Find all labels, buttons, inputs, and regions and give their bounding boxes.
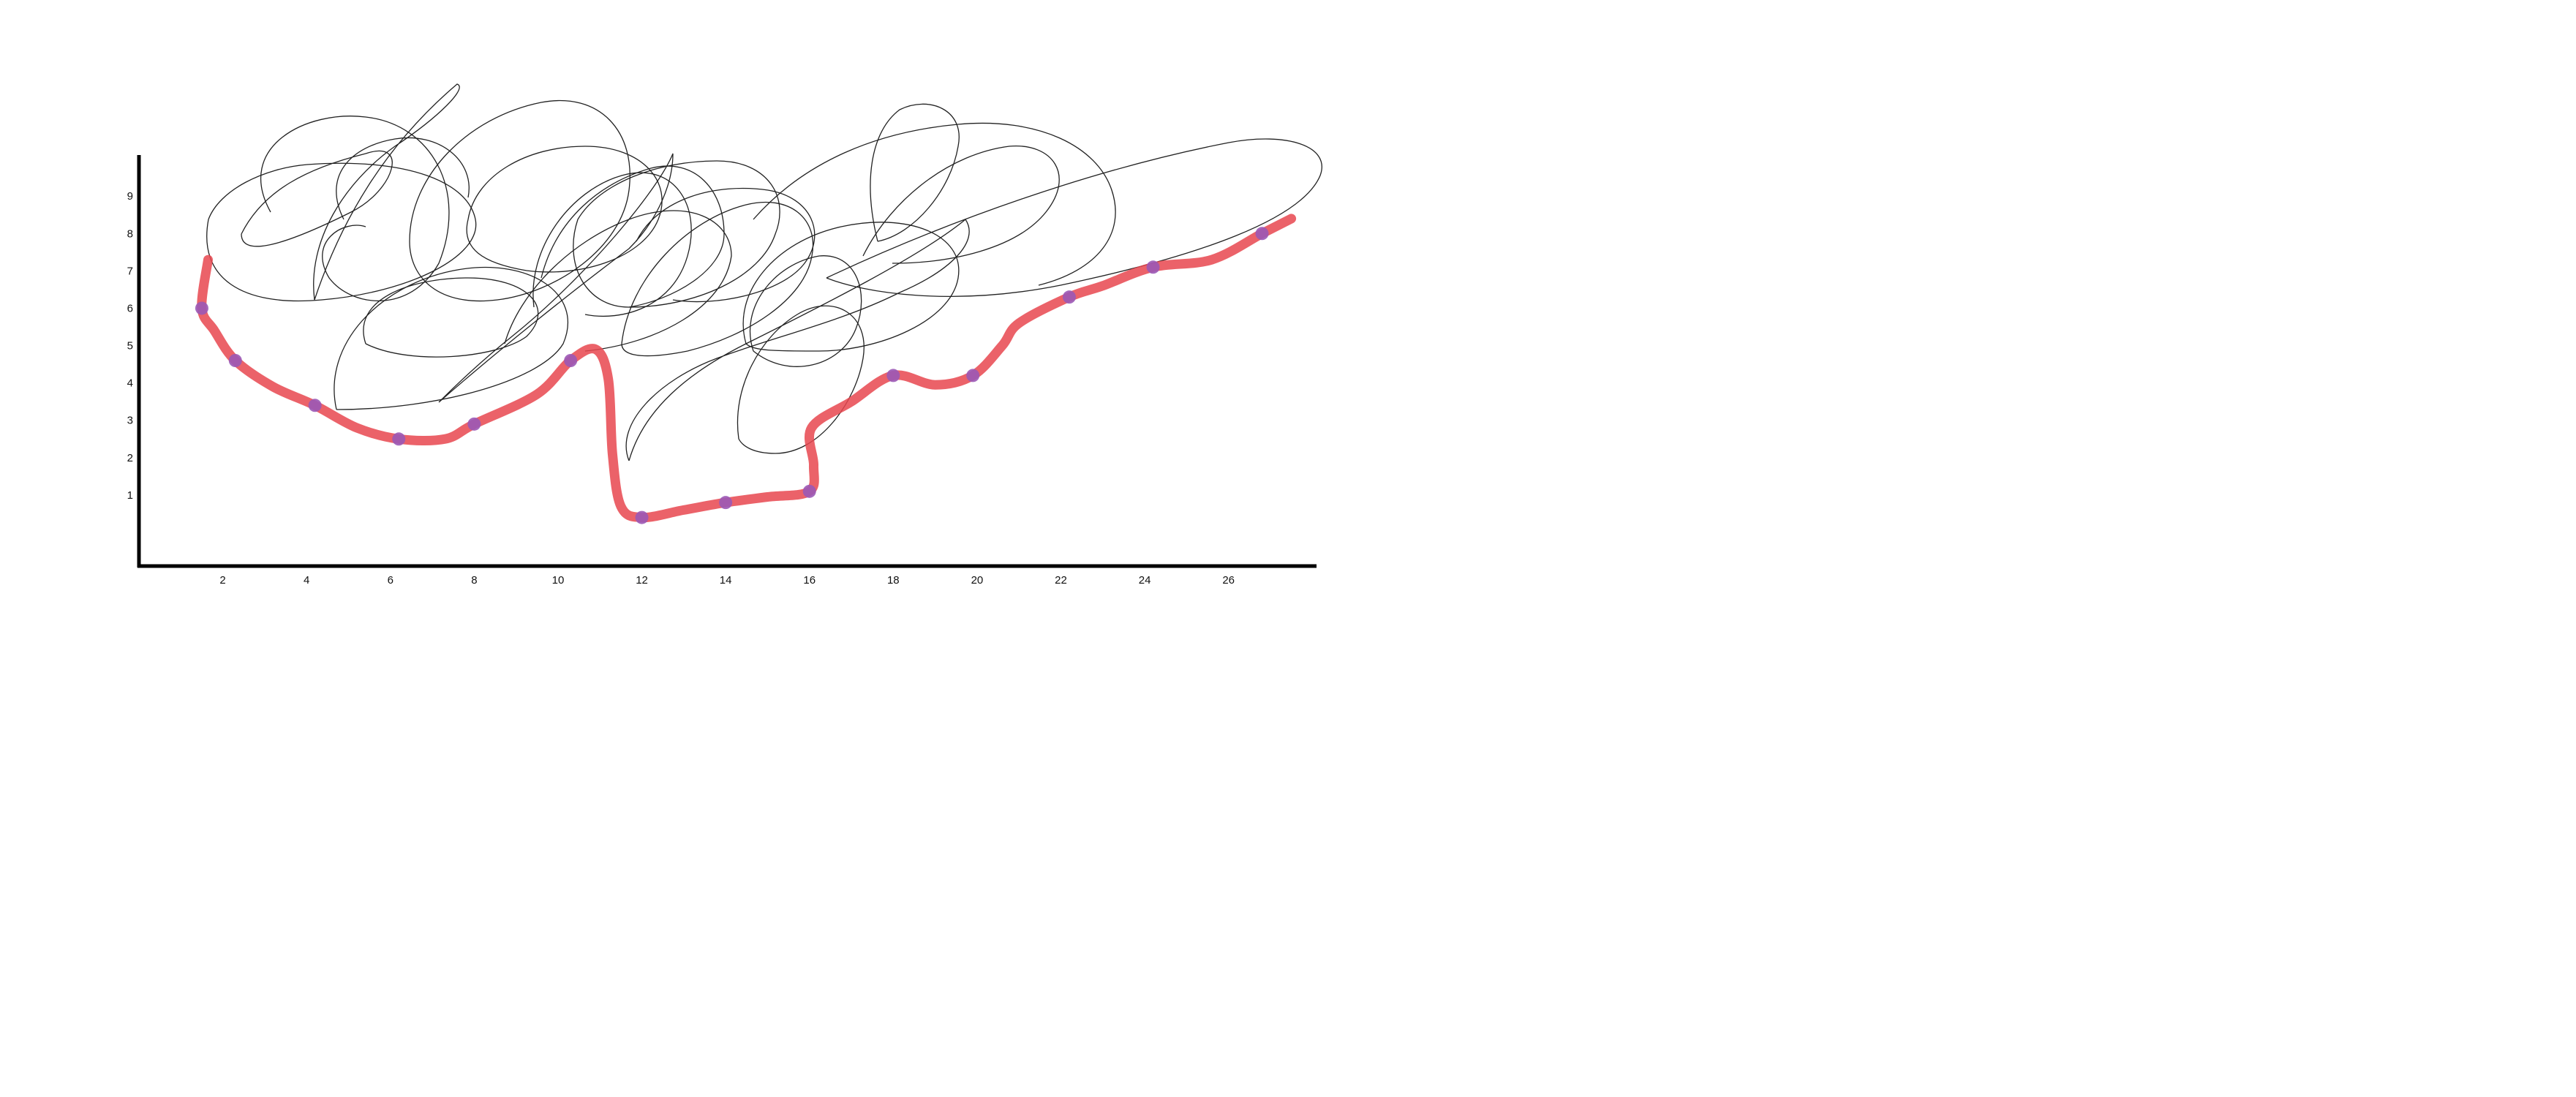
scribble-stroke: [742, 222, 960, 352]
y-tick-label: 2: [127, 452, 133, 464]
x-tick-label: 12: [636, 574, 648, 587]
x-tick-label: 26: [1222, 574, 1235, 587]
x-tick-label: 16: [803, 574, 816, 587]
y-tick-label: 4: [127, 377, 133, 390]
background-scribbles: [206, 83, 1322, 461]
data-point: [195, 301, 208, 315]
data-point: [802, 484, 816, 498]
series-points: [195, 227, 1269, 524]
data-point: [635, 510, 649, 524]
x-tick-label: 18: [887, 574, 900, 587]
scribble-stroke: [241, 150, 393, 247]
x-tick-label: 6: [388, 574, 393, 587]
data-point: [719, 496, 733, 510]
y-tick-label: 7: [127, 265, 133, 277]
data-point: [886, 369, 900, 382]
data-point: [308, 399, 322, 412]
data-point: [1062, 290, 1076, 304]
scribble-stroke: [504, 210, 732, 352]
scribble-stroke: [409, 99, 630, 302]
data-point: [564, 354, 578, 367]
scribble-stroke: [749, 255, 862, 367]
x-tick-label: 20: [971, 574, 984, 587]
data-point: [392, 432, 406, 446]
scribble-stroke: [621, 201, 814, 357]
scribble-stroke: [466, 146, 663, 273]
x-tick-label: 10: [552, 574, 565, 587]
x-tick-label: 2: [219, 574, 225, 587]
scribble-stroke: [636, 187, 816, 303]
x-tick-label: 24: [1139, 574, 1151, 587]
y-tick-label: 8: [127, 227, 133, 240]
scribble-stroke: [206, 162, 477, 302]
data-point: [1146, 260, 1160, 274]
x-tick-label: 4: [304, 574, 309, 587]
scribble-stroke: [541, 165, 725, 308]
scribble-stroke: [532, 172, 692, 317]
series-lines: [197, 214, 1297, 523]
y-tick-label: 3: [127, 415, 133, 427]
data-point: [1255, 227, 1269, 241]
series-line: [197, 214, 1297, 523]
scribble-stroke: [336, 137, 470, 220]
x-tick-label: 8: [471, 574, 477, 587]
scribble-stroke: [313, 83, 460, 301]
x-tick-labels: 2 4 6 8 10 12 14 16 18 20 22 24 26: [219, 574, 1235, 587]
scribble-stroke: [438, 153, 674, 403]
y-tick-labels: 1 2 3 4 5 6 7 8 9: [127, 190, 133, 502]
scribble-stroke: [573, 160, 780, 308]
scribble-stroke: [753, 122, 1116, 286]
x-tick-label: 22: [1055, 574, 1067, 587]
scribble-stroke: [363, 277, 539, 358]
data-point: [966, 369, 980, 382]
scribble-stroke: [625, 219, 970, 461]
data-point: [228, 354, 242, 367]
data-point: [467, 417, 481, 431]
scribble-stroke: [870, 103, 960, 242]
scribble-stroke: [260, 116, 450, 301]
y-tick-label: 6: [127, 302, 133, 314]
scribble-stroke: [826, 138, 1322, 297]
y-tick-label: 1: [127, 489, 133, 502]
scribble-stroke: [737, 305, 865, 454]
x-tick-label: 14: [720, 574, 732, 587]
y-tick-label: 9: [127, 190, 133, 203]
y-tick-label: 5: [127, 340, 133, 353]
scribble-stroke: [862, 146, 1060, 264]
